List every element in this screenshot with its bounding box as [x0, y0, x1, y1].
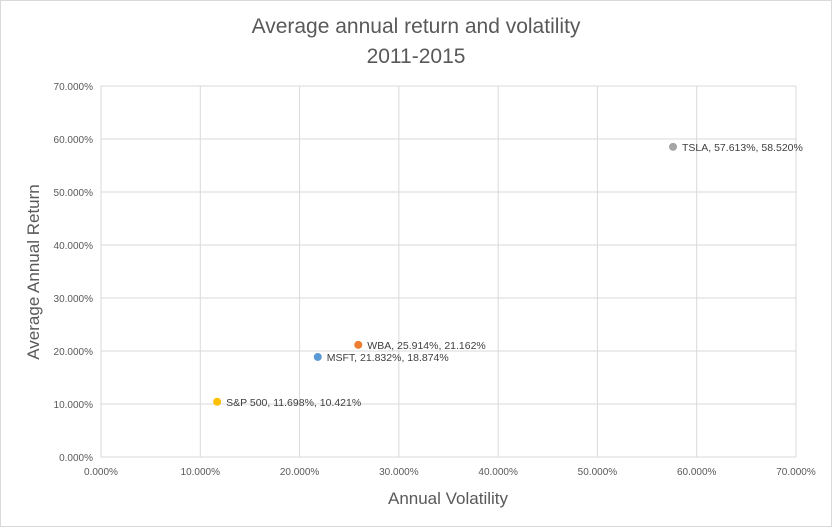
chart-title: Average annual return and volatility	[252, 15, 581, 38]
y-tick-label: 0.000%	[59, 453, 93, 464]
x-tick-label: 10.000%	[181, 467, 221, 478]
y-axis-title: Average Annual Return	[24, 184, 43, 359]
x-axis-title: Annual Volatility	[388, 489, 509, 508]
data-points	[213, 142, 678, 406]
data-label: WBA, 25.914%, 21.162%	[367, 340, 486, 352]
y-tick-label: 60.000%	[54, 135, 94, 146]
y-tick-label: 50.000%	[54, 188, 94, 199]
x-tick-label: 30.000%	[379, 467, 419, 478]
x-tick-label: 20.000%	[280, 467, 320, 478]
data-point[interactable]	[669, 142, 678, 151]
y-tick-label: 30.000%	[54, 294, 94, 305]
chart-subtitle: 2011-2015	[367, 45, 466, 68]
data-point[interactable]	[354, 340, 363, 349]
x-tick-label: 40.000%	[478, 467, 518, 478]
data-label: TSLA, 57.613%, 58.520%	[682, 142, 803, 154]
data-label: MSFT, 21.832%, 18.874%	[327, 352, 449, 364]
x-tick-label: 50.000%	[578, 467, 618, 478]
y-tick-label: 20.000%	[54, 347, 94, 358]
y-axis-ticks: 0.000% 10.000% 20.000% 30.000% 40.000% 50.000…	[54, 82, 94, 464]
x-tick-label: 0.000%	[84, 467, 118, 478]
x-tick-label: 70.000%	[776, 467, 816, 478]
data-labels: S&P 500, 11.698%, 10.421% MSFT, 21.832%, …	[226, 142, 803, 409]
data-point[interactable]	[213, 397, 222, 406]
x-tick-label: 60.000%	[677, 467, 717, 478]
y-tick-label: 70.000%	[54, 82, 94, 93]
y-tick-label: 10.000%	[54, 400, 94, 411]
y-tick-label: 40.000%	[54, 241, 94, 252]
data-point[interactable]	[313, 352, 322, 361]
data-label: S&P 500, 11.698%, 10.421%	[226, 397, 361, 409]
x-axis-ticks: 0.000% 10.000% 20.000% 30.000% 40.000% 50.000…	[84, 467, 816, 478]
